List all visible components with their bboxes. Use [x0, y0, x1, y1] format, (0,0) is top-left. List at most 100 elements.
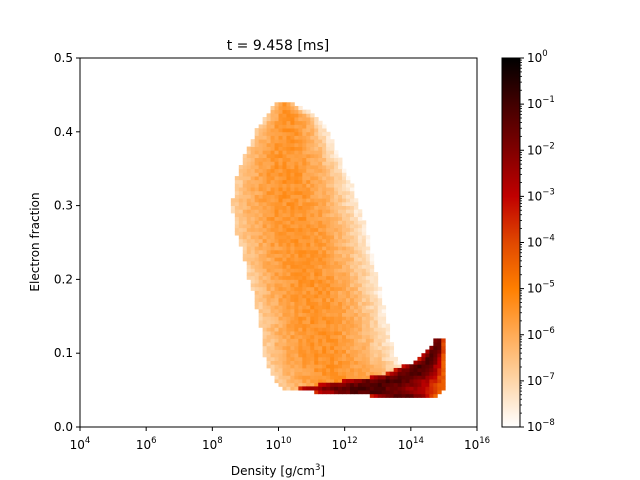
- heatmap-cell: [357, 231, 363, 236]
- heatmap-cell: [290, 356, 295, 361]
- heatmap-cell: [270, 345, 275, 350]
- heatmap-cell: [373, 360, 379, 365]
- heatmap-cell: [353, 264, 359, 269]
- heatmap-cell: [234, 216, 240, 221]
- heatmap-cell: [397, 375, 402, 380]
- heatmap-cell: [306, 113, 311, 118]
- heatmap-cell: [286, 209, 291, 214]
- heatmap-cell: [262, 275, 267, 280]
- heatmap-cell: [266, 312, 271, 317]
- heatmap-cell: [286, 294, 291, 299]
- heatmap-cell: [294, 349, 299, 354]
- heatmap-cell: [314, 297, 319, 302]
- heatmap-cell: [266, 242, 271, 247]
- heatmap-cell: [278, 135, 283, 140]
- heatmap-cell: [286, 264, 291, 269]
- heatmap-cell: [437, 342, 442, 347]
- heatmap-cell: [365, 331, 371, 336]
- heatmap-cell: [330, 268, 335, 273]
- heatmap-cell: [286, 316, 291, 321]
- heatmap-cell: [294, 364, 299, 369]
- heatmap-cell: [342, 382, 347, 387]
- heatmap-cell: [310, 139, 315, 144]
- heatmap-cell: [318, 342, 323, 347]
- heatmap-cell: [266, 345, 271, 350]
- heatmap-cell: [298, 260, 303, 266]
- heatmap-cell: [306, 201, 311, 206]
- heatmap-cell: [270, 105, 275, 111]
- heatmap-cell: [322, 301, 327, 306]
- heatmap-cell: [250, 142, 256, 147]
- heatmap-cell: [433, 356, 438, 361]
- heatmap-cell: [365, 386, 371, 391]
- heatmap-cell: [254, 231, 260, 236]
- heatmap-cell: [353, 316, 359, 321]
- heatmap-cell: [270, 157, 275, 162]
- heatmap-cell: [302, 242, 307, 247]
- heatmap-cell: [433, 393, 438, 398]
- heatmap-cell: [369, 308, 375, 314]
- heatmap-cell: [330, 371, 335, 376]
- heatmap-cell: [242, 179, 248, 184]
- heatmap-cell: [262, 117, 267, 122]
- heatmap-cell: [254, 294, 260, 299]
- heatmap-cell: [342, 353, 347, 358]
- heatmap-cell: [357, 294, 363, 299]
- heatmap-cell: [234, 227, 240, 232]
- heatmap-cell: [334, 301, 339, 306]
- heatmap-cell: [238, 220, 244, 225]
- heatmap-cell: [310, 356, 315, 361]
- heatmap-cell: [314, 356, 319, 361]
- heatmap-cell: [302, 323, 307, 328]
- heatmap-cell: [353, 327, 359, 332]
- heatmap-cell: [270, 283, 275, 288]
- heatmap-cell: [258, 198, 264, 203]
- heatmap-cell: [302, 327, 307, 332]
- heatmap-cell: [254, 242, 260, 247]
- heatmap-cell: [254, 301, 260, 306]
- heatmap-cell: [254, 153, 260, 159]
- heatmap-cell: [298, 386, 303, 391]
- heatmap-cell: [306, 131, 311, 136]
- heatmap-cell: [298, 301, 303, 306]
- heatmap-cell: [334, 161, 339, 166]
- heatmap-cell: [262, 294, 267, 299]
- heatmap-cell: [262, 290, 267, 295]
- heatmap-cell: [278, 290, 283, 295]
- heatmap-cell: [258, 294, 264, 299]
- heatmap-cell: [318, 212, 323, 218]
- heatmap-cell: [262, 272, 267, 277]
- heatmap-cell: [270, 294, 275, 299]
- heatmap-cell: [322, 212, 327, 218]
- x-tick-base: 10: [70, 438, 85, 452]
- heatmap-cell: [342, 238, 347, 243]
- heatmap-cell: [242, 242, 248, 247]
- heatmap-cell: [274, 150, 279, 155]
- heatmap-cell: [421, 371, 426, 376]
- heatmap-cell: [409, 386, 414, 391]
- heatmap-cell: [334, 242, 339, 247]
- heatmap-cell: [326, 364, 331, 369]
- heatmap-cell: [429, 364, 434, 369]
- heatmap-cell: [290, 301, 295, 306]
- heatmap-cell: [377, 294, 383, 299]
- heatmap-cell: [290, 117, 295, 122]
- heatmap-cell: [242, 231, 248, 236]
- heatmap-cell: [262, 179, 267, 184]
- heatmap-cell: [290, 275, 295, 280]
- heatmap-cell: [314, 375, 319, 380]
- heatmap-cell: [290, 371, 295, 376]
- heatmap-cell: [286, 375, 291, 380]
- heatmap-cell: [349, 308, 355, 314]
- heatmap-cell: [369, 393, 375, 398]
- heatmap-cell: [330, 246, 335, 251]
- heatmap-cell: [357, 212, 363, 218]
- heatmap-cell: [290, 150, 295, 155]
- heatmap-cell: [306, 198, 311, 203]
- heatmap-cell: [234, 224, 240, 229]
- heatmap-cell: [357, 308, 363, 314]
- heatmap-cell: [338, 349, 343, 354]
- heatmap-cell: [246, 224, 252, 229]
- heatmap-cell: [322, 161, 327, 166]
- heatmap-cell: [338, 375, 343, 380]
